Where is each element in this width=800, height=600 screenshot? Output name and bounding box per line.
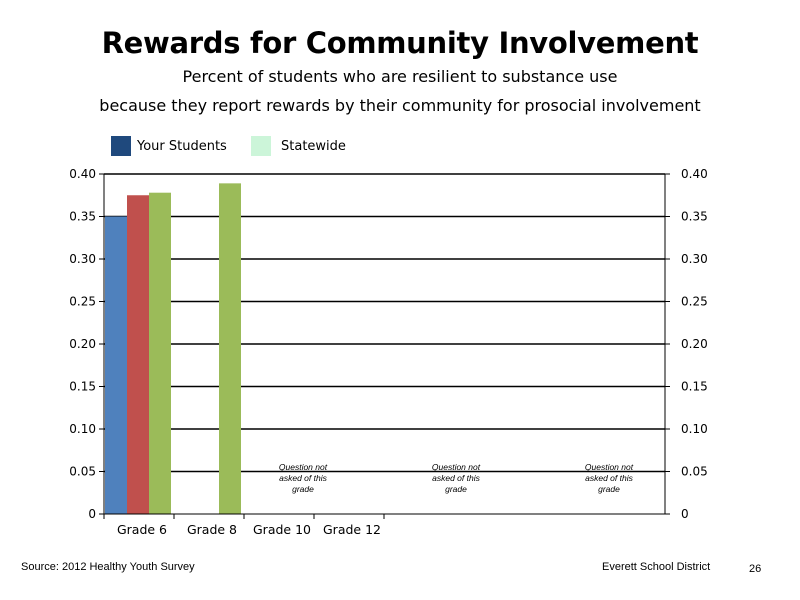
x-tick-label: Grade 8 [187, 522, 237, 537]
y-tick-label-right: 0.40 [681, 167, 708, 181]
y-tick-label-left: 0.10 [69, 422, 96, 436]
bar [105, 216, 127, 514]
y-tick-label-right: 0.35 [681, 210, 708, 224]
bar [149, 192, 171, 514]
x-tick-label: Grade 10 [253, 522, 311, 537]
bar [219, 183, 241, 514]
chart-subtitle-line-2: because they report rewards by their com… [99, 96, 701, 115]
not-asked-note: asked of this [279, 473, 327, 483]
legend-label-your-students: Your Students [137, 138, 227, 154]
y-tick-label-left: 0 [88, 507, 96, 521]
bar [127, 195, 149, 514]
not-asked-note: grade [598, 484, 620, 494]
chart-title: Rewards for Community Involvement [101, 26, 699, 60]
y-tick-label-right: 0.10 [681, 422, 708, 436]
not-asked-note: asked of this [585, 473, 633, 483]
y-tick-label-left: 0.30 [69, 252, 96, 266]
legend-swatch-statewide [251, 136, 271, 156]
y-tick-label-right: 0 [681, 507, 689, 521]
not-asked-note: Question not [585, 462, 634, 472]
y-tick-label-left: 0.05 [69, 465, 96, 479]
y-tick-label-left: 0.40 [69, 167, 96, 181]
y-tick-label-right: 0.15 [681, 380, 708, 394]
y-tick-label-left: 0.35 [69, 210, 96, 224]
not-asked-note: Question not [432, 462, 481, 472]
y-tick-label-right: 0.25 [681, 295, 708, 309]
legend-swatch-your-students [111, 136, 131, 156]
x-tick-label: Grade 12 [323, 522, 381, 537]
legend-label-statewide: Statewide [281, 138, 346, 154]
not-asked-note: asked of this [432, 473, 480, 483]
not-asked-note: grade [445, 484, 467, 494]
chart-subtitle-line-1: Percent of students who are resilient to… [182, 67, 618, 86]
y-tick-label-left: 0.25 [69, 295, 96, 309]
not-asked-note: Question not [279, 462, 328, 472]
y-tick-label-left: 0.20 [69, 337, 96, 351]
y-tick-label-right: 0.05 [681, 465, 708, 479]
legend-item-your-students: Your Students [111, 136, 227, 156]
y-tick-label-right: 0.20 [681, 337, 708, 351]
legend-item-statewide: Statewide [251, 136, 346, 156]
source-note: Source: 2012 Healthy Youth Survey [21, 561, 195, 573]
page-number: 26 [749, 563, 762, 575]
x-tick-label: Grade 6 [117, 522, 167, 537]
not-asked-note: grade [292, 484, 314, 494]
y-tick-label-left: 0.15 [69, 380, 96, 394]
y-tick-label-right: 0.30 [681, 252, 708, 266]
district-name: Everett School District [602, 561, 711, 573]
